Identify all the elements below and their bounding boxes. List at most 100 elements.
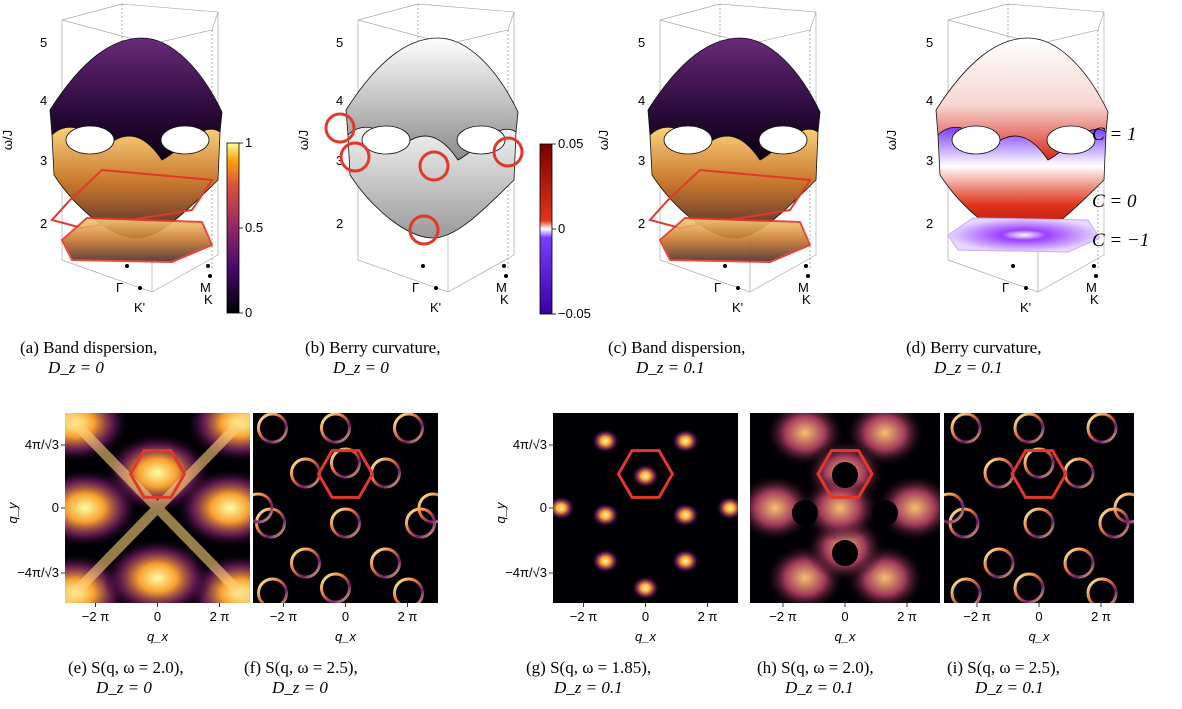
heatmap-content <box>944 413 1134 603</box>
sqw-heatmap-e: −2 π 0 2 π q_x <box>65 413 250 644</box>
z-tick-label: 3 <box>40 153 47 168</box>
dirac-point-circle <box>339 141 371 173</box>
gamma-label: Γ <box>412 280 419 295</box>
k-dot <box>208 274 212 278</box>
y-tick-label: 0 <box>540 500 547 515</box>
bz-hexagon-floor <box>658 216 812 264</box>
kprime-dot <box>138 286 142 290</box>
colorbar-b-tick-label: −0.05 <box>558 306 591 321</box>
gamma-dot <box>723 264 727 268</box>
sqw-heatmap-f: −2 π 0 2 π q_x <box>253 413 438 644</box>
intensity-spot <box>716 496 738 520</box>
k-label: K <box>802 292 811 307</box>
m-label: M <box>200 280 211 295</box>
intensity-ring <box>1063 547 1095 579</box>
caption-line1: S(q, ω = 2.5), <box>265 658 358 677</box>
z-tick-label: 2 <box>638 216 645 231</box>
intensity-band <box>65 413 250 603</box>
caption-b: (b) Berry curvature, D_z = 0 <box>305 338 440 378</box>
m-dot <box>502 264 506 268</box>
caption-tag: (g) <box>526 658 551 677</box>
y-axis: 4π/√3 0 −4π/√3 q_y <box>493 437 553 580</box>
z-tick-label: 3 <box>336 153 343 168</box>
caption-c: (c) Band dispersion, D_z = 0.1 <box>608 338 745 378</box>
kprime-dot <box>736 286 740 290</box>
x-tick-label: −2 π <box>82 609 109 624</box>
intensity-ring <box>393 577 424 603</box>
band-gap-hole <box>456 125 506 155</box>
band-gap-hole <box>758 125 808 155</box>
intensity-ring <box>1013 572 1045 603</box>
dirac-point-circle <box>408 214 440 246</box>
z-tick-label: 5 <box>926 35 933 50</box>
caption-line2: D_z = 0 <box>333 358 389 377</box>
caption-line2: D_z = 0 <box>48 358 104 377</box>
band-gap-hole <box>65 125 115 155</box>
caption-tag: (d) <box>906 338 931 357</box>
intensity-spot <box>175 468 250 548</box>
colorbar-a: 10.50 <box>226 135 263 320</box>
band-plot-a: 5 4 3 2 ω/J Γ K' MK <box>0 3 223 315</box>
sqw-heatmap-i: −2 π 0 2 π q_x <box>944 413 1134 644</box>
x-axis-label: q_x <box>835 629 856 644</box>
y-tick-label: 4π/√3 <box>513 437 547 452</box>
band-gap-hole <box>361 125 411 155</box>
x-axis-label: q_x <box>335 629 356 644</box>
caption-line2: D_z = 0.1 <box>554 678 623 697</box>
intensity-ring <box>393 413 424 444</box>
band-gap-hole <box>160 125 210 155</box>
x-tick-label: −2 π <box>270 609 297 624</box>
bz-hexagon-upper <box>648 168 812 230</box>
caption-tag: (a) <box>20 338 44 357</box>
k-dot <box>504 274 508 278</box>
kprime-dot <box>1024 286 1028 290</box>
intensity-ring <box>330 447 361 479</box>
caption-g: (g) S(q, ω = 1.85), D_z = 0.1 <box>526 658 651 698</box>
heatmap-content <box>253 413 438 603</box>
gamma-label: Γ <box>714 280 721 295</box>
caption-line2: D_z = 0 <box>272 678 328 697</box>
m-dot <box>206 264 210 268</box>
z-tick-label: 4 <box>638 93 645 108</box>
z-tick-label: 5 <box>336 35 343 50</box>
x-tick-label: 2 π <box>1091 609 1111 624</box>
intensity-ring <box>1023 447 1055 479</box>
heatmap-content <box>65 413 250 603</box>
y-tick-label: 0 <box>52 500 59 515</box>
bz-hexagon-upper <box>50 168 214 230</box>
caption-line1: Band dispersion, <box>43 338 158 357</box>
z-tick-label: 5 <box>638 35 645 50</box>
caption-a: (a) Band dispersion, D_z = 0 <box>20 338 157 378</box>
intensity-spot <box>875 474 940 542</box>
caption-line2: D_z = 0.1 <box>975 678 1044 697</box>
intensity-spot <box>102 538 213 603</box>
colorbar-b-bar <box>539 143 553 315</box>
caption-line1: Band dispersion, <box>631 338 746 357</box>
sqw-heatmap-g: −2 π 0 2 π q_x <box>553 413 738 644</box>
k-dot <box>806 274 810 278</box>
colorbar-a-tick-label: 0.5 <box>245 220 263 235</box>
kprime-label: K' <box>134 300 145 315</box>
caption-line1: S(q, ω = 1.85), <box>550 658 652 677</box>
x-tick-label: 2 π <box>698 609 718 624</box>
band-gap-hole <box>663 125 713 155</box>
x-axis-label: q_x <box>1029 629 1050 644</box>
y-axis-label: q_y <box>5 501 20 523</box>
x-tick-label: 2 π <box>897 609 917 624</box>
intensity-spot <box>671 429 700 453</box>
heatmap-bg <box>553 413 738 603</box>
intensity-ring <box>1086 413 1118 444</box>
y-axis: 4π/√3 0 −4π/√3 q_y <box>5 437 65 580</box>
sqw-heatmap-h: −2 π 0 2 π q_x <box>750 413 940 644</box>
x-axis-label: q_x <box>147 629 168 644</box>
kprime-dot <box>434 286 438 290</box>
dark-hole <box>872 500 898 526</box>
y-tick-label: −4π/√3 <box>505 565 547 580</box>
chern-number-label: C = 0 <box>1092 191 1137 212</box>
z-axis-label: ω/J <box>596 130 611 150</box>
m-label: M <box>1086 280 1097 295</box>
intensity-spot <box>631 576 660 600</box>
band-gap-hole <box>951 125 1001 155</box>
k-dot <box>1094 274 1098 278</box>
